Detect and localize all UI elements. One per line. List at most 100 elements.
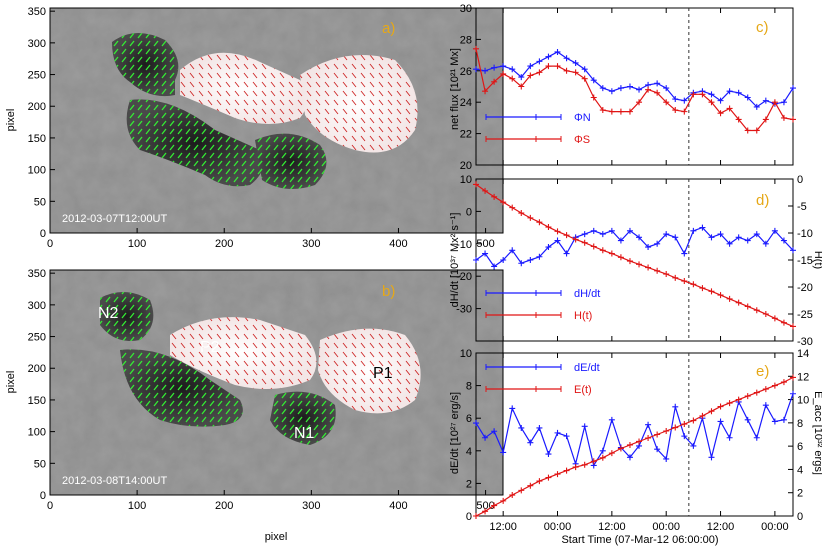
map-axis-ticks-b: 0 100 200 300 400 500 0 50 100 150 200 250 300 350 [28,268,495,512]
data-point [554,429,561,436]
energy-panel-e: e) dE/dt [10²⁷ erg/s] E_acc [10³² ergs] … [449,348,822,533]
data-point [708,234,715,241]
data-point [482,88,489,95]
data-point [527,214,534,221]
y-tick-label: -30 [456,304,472,316]
positive-polarity-region [180,52,418,153]
y-tick-label: 26 [460,66,472,78]
data-point [545,53,552,60]
data-point [563,55,570,62]
timestamp-a: 2012-03-07T12:00UT [62,213,167,225]
data-point [744,416,751,423]
data-point [645,434,652,441]
data-point [726,400,733,407]
region-label-p1: P1 [373,365,393,382]
data-point [663,455,670,462]
data-point [599,454,606,461]
y2-tick-label: -5 [797,201,807,213]
y-axis-label-c: net flux [10²¹ Mx] [449,48,461,130]
data-point [735,396,742,403]
data-point [753,231,760,238]
data-point [672,96,679,103]
magnetogram-panel-a: a) 2012-03-07T12:00UT pixel 0 100 200 300 40… [5,6,504,250]
data-point [726,105,733,112]
region-label-n1: N1 [294,425,315,442]
data-point [518,487,525,494]
data-point [790,85,796,92]
data-point [753,389,760,396]
data-point [690,281,697,288]
y-tick-label: 350 [28,268,46,280]
data-point [563,433,570,440]
data-point [518,210,525,217]
y-tick-label: 150 [28,395,46,407]
data-point [563,232,570,239]
data-point [581,461,588,468]
data-point [581,75,588,82]
data-point [482,67,489,74]
data-point [726,295,733,302]
data-point [617,445,624,452]
data-point [672,403,679,410]
y-axis-label-b: pixel [5,371,17,394]
series-line [475,226,794,268]
data-point [509,66,516,73]
data-point [699,224,706,231]
data-point [554,237,561,244]
x-tick-label: 400 [389,238,407,250]
data-point [681,108,688,115]
x-tick-label: 400 [389,500,407,512]
x-tick-label: 200 [215,500,233,512]
data-point [708,91,715,98]
data-point [744,393,751,400]
data-point [563,67,570,74]
x-tick-label: 0 [47,238,53,250]
data-point [663,231,670,238]
data-point [654,446,661,453]
data-point [753,307,760,314]
data-point [636,438,643,445]
y-tick-label: 100 [28,165,46,177]
data-point [599,247,606,254]
data-point [527,482,534,489]
data-point [717,110,724,117]
y2-tick-label: 12 [797,371,809,383]
x-tick-label: 0 [47,500,53,512]
data-point [762,240,769,247]
data-point [572,236,579,243]
time-tick-label: 00:00 [761,521,789,533]
legend-marker [485,386,562,392]
data-point [790,374,796,381]
y-tick-label: 4 [466,446,472,458]
data-point [690,227,697,234]
data-point [780,416,787,423]
y-tick-label: 250 [28,332,46,344]
data-point [780,99,787,106]
data-point [717,231,724,238]
y2-axis-label-d: H(t) [812,251,822,269]
y-tick-label: 50 [34,196,46,208]
data-point [590,458,597,465]
data-point [636,86,643,93]
data-point [636,261,643,268]
data-point [699,412,706,419]
data-point [545,244,552,251]
series-line [475,376,794,517]
data-point [771,382,778,389]
y2-tick-label: 6 [797,441,803,453]
data-point [599,107,606,114]
data-point [590,243,597,250]
y-tick-label: 24 [460,97,472,109]
data-point [690,91,697,98]
positive-polarity-region [170,317,421,414]
y-tick-label: 300 [28,300,46,312]
plot-frame [475,178,794,342]
data-point [735,89,742,96]
data-point [500,70,507,77]
data-point [681,278,688,285]
data-point [771,418,778,425]
data-point [473,513,479,519]
plot-frame [475,352,794,517]
data-point [599,231,606,238]
y-tick-label: 2 [466,478,472,490]
